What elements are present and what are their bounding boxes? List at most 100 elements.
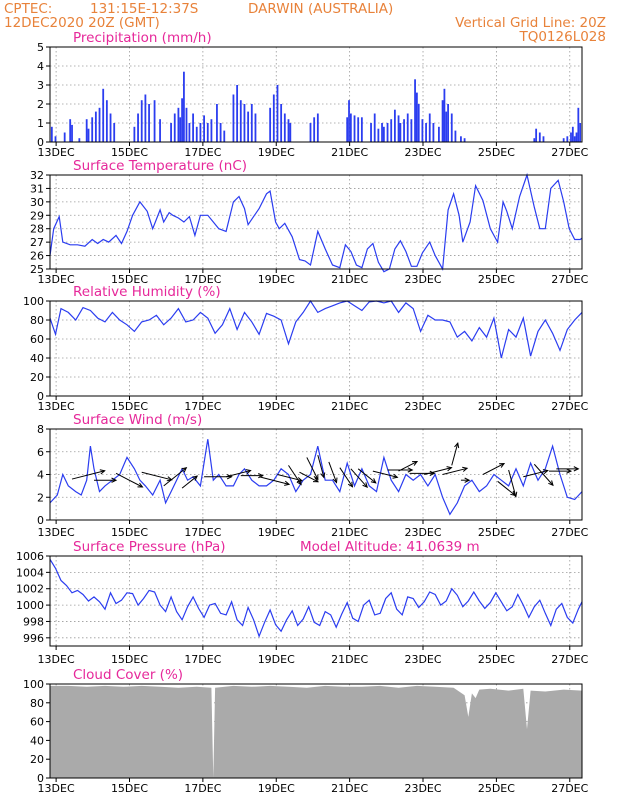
- precip-bar: [71, 124, 73, 142]
- x-tick-label: 27DEC: [551, 653, 588, 666]
- precip-bar: [542, 136, 545, 142]
- precip-bar: [283, 113, 286, 142]
- y-tick-label: 4: [37, 60, 44, 73]
- precip-bar: [206, 123, 209, 142]
- precip-bar: [357, 117, 360, 142]
- pressure-panel: 996 998 1000 1002 1004 1006 13DEC 15DEC 17DEC 19D…: [16, 539, 589, 666]
- precip-bar: [386, 123, 389, 142]
- precip-bar: [140, 100, 143, 142]
- wind-arrow: [288, 465, 302, 486]
- precip-bar: [239, 100, 242, 142]
- precip-bar: [199, 123, 202, 142]
- y-tick-label: 0: [37, 514, 44, 527]
- wind-arrow: [424, 466, 453, 475]
- y-tick-label: 100: [23, 678, 44, 691]
- y-tick-label: 0: [37, 772, 44, 785]
- x-tick-label: 19DEC: [258, 782, 295, 795]
- precip-bar: [243, 104, 246, 142]
- precip-bar: [406, 113, 409, 142]
- precip-bar: [254, 113, 257, 142]
- x-tick-label: 25DEC: [478, 653, 515, 666]
- precip-bar: [450, 113, 453, 142]
- x-tick-label: 17DEC: [184, 273, 221, 286]
- precip-bar: [463, 138, 466, 142]
- precip-bar: [179, 117, 182, 142]
- precip-bar: [417, 104, 420, 142]
- temperature-title: Surface Temperature (nC): [73, 158, 247, 174]
- wind-arrow: [115, 472, 144, 488]
- wind-arrow: [350, 468, 368, 489]
- x-tick-label: 19DEC: [258, 146, 295, 159]
- precip-bar: [236, 85, 239, 142]
- precip-bar: [144, 94, 147, 142]
- wind-arrows: [71, 442, 580, 498]
- x-tick-label: 13DEC: [38, 526, 75, 539]
- y-tick-label: 2: [37, 491, 44, 504]
- wind-arrow: [556, 466, 580, 472]
- precip-bar: [360, 117, 363, 142]
- precip-bar: [181, 98, 183, 142]
- wind-arrow: [442, 466, 469, 475]
- y-tick-label: 40: [30, 734, 44, 747]
- x-tick-label: 17DEC: [184, 146, 221, 159]
- precip-bar: [573, 136, 576, 142]
- x-tick-label: 13DEC: [38, 653, 75, 666]
- wind-arrow: [451, 442, 460, 466]
- wind-arrow: [141, 471, 173, 482]
- x-tick-label: 21DEC: [331, 400, 368, 413]
- precip-bar: [393, 109, 396, 142]
- x-tick-label: 13DEC: [38, 400, 75, 413]
- precip-bar: [575, 132, 578, 142]
- y-tick-label: 1006: [16, 550, 44, 563]
- x-tick-label: 25DEC: [478, 400, 515, 413]
- header-coords: 131:15E-12:37S: [90, 1, 199, 17]
- precip-bar: [54, 136, 57, 142]
- precip-bar: [94, 111, 97, 142]
- y-tick-label: 20: [30, 753, 44, 766]
- header-org: CPTEC:: [4, 1, 53, 17]
- precip-bar: [381, 123, 383, 142]
- humidity-panel: 0 20 40 60 80 100 13DEC 15DEC 17DEC 19DEC 21DEC 23D…: [23, 284, 589, 413]
- precip-bar: [250, 104, 253, 142]
- y-tick-label: 1004: [16, 566, 44, 579]
- precip-bar: [562, 138, 565, 142]
- x-tick-label: 27DEC: [551, 146, 588, 159]
- x-tick-label: 27DEC: [551, 782, 588, 795]
- precip-bar: [373, 113, 376, 142]
- y-tick-label: 27: [30, 236, 44, 249]
- precip-bar: [232, 94, 235, 142]
- precip-bar: [571, 126, 574, 142]
- x-tick-label: 27DEC: [551, 526, 588, 539]
- precip-bar: [177, 107, 180, 142]
- x-tick-label: 21DEC: [331, 526, 368, 539]
- x-tick-label: 15DEC: [111, 273, 148, 286]
- wind-arrow: [225, 469, 252, 478]
- precip-bar: [185, 107, 188, 142]
- precip-bar: [445, 111, 448, 142]
- plot-frame: [49, 300, 583, 397]
- precip-bar: [382, 126, 385, 142]
- plot-frame: [49, 46, 583, 143]
- y-tick-label: 31: [30, 182, 44, 195]
- y-tick-label: 100: [23, 295, 44, 308]
- x-tick-label: 15DEC: [111, 653, 148, 666]
- precip-bar: [133, 126, 136, 142]
- wind-arrow: [357, 468, 377, 484]
- precip-bar: [349, 113, 352, 142]
- precip-bar: [309, 123, 312, 142]
- precip-bar: [538, 132, 541, 142]
- y-tick-label: 996: [23, 632, 44, 645]
- precip-bar: [247, 111, 250, 142]
- precip-bar: [148, 104, 150, 142]
- precip-bar: [346, 117, 349, 142]
- precip-bar: [223, 130, 226, 142]
- header-station: DARWIN (AUSTRALIA): [248, 1, 394, 17]
- precip-bar: [210, 119, 213, 142]
- x-tick-label: 13DEC: [38, 782, 75, 795]
- x-tick-label: 27DEC: [551, 400, 588, 413]
- temperature-series-line: [49, 172, 583, 273]
- x-tick-label: 17DEC: [184, 526, 221, 539]
- cloud-panel: 0 20 40 60 80 100 13DEC 15DEC 17DEC 19DEC 21DEC 23D…: [23, 667, 589, 795]
- model-altitude-note: Model Altitude: 41.0639 m: [300, 539, 480, 555]
